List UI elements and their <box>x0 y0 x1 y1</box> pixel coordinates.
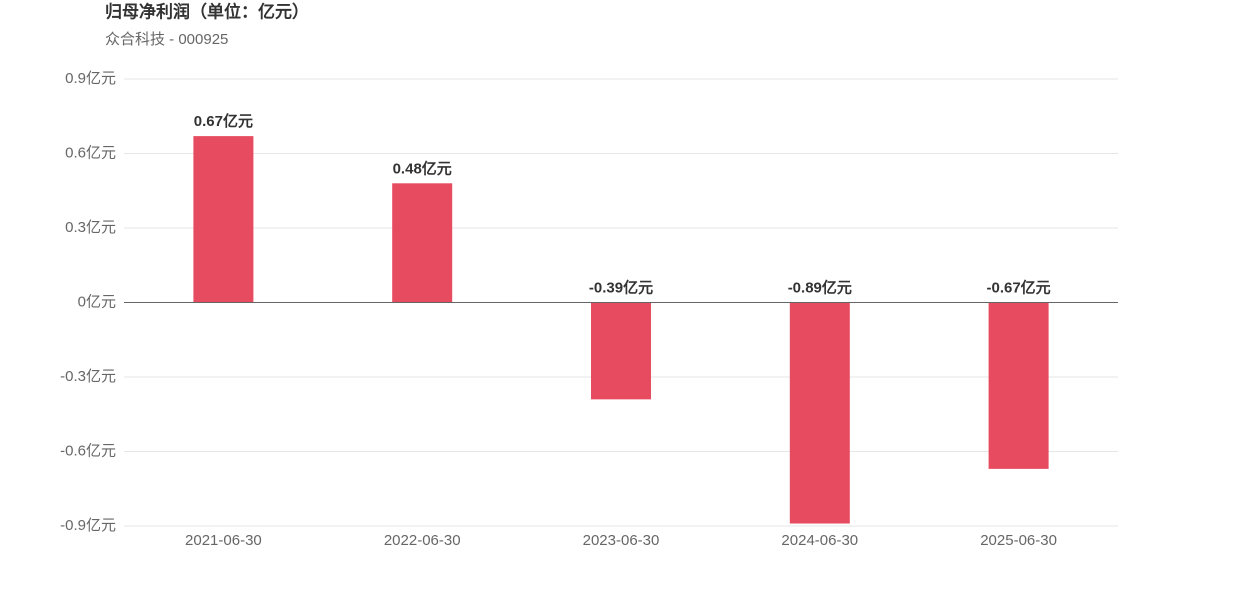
y-tick-label: 0亿元 <box>78 293 116 310</box>
y-tick-label: 0.3亿元 <box>65 219 116 236</box>
x-tick-label: 2025-06-30 <box>980 532 1057 549</box>
value-label: -0.89亿元 <box>788 278 852 296</box>
value-label: 0.67亿元 <box>194 112 253 130</box>
y-tick-label: -0.9亿元 <box>60 517 116 534</box>
bar <box>193 136 254 303</box>
bar <box>789 302 850 524</box>
bar <box>988 302 1049 469</box>
chart-title: 归母净利润（单位：亿元） <box>105 1 309 21</box>
y-tick-label: -0.6亿元 <box>60 442 116 459</box>
x-tick-label: 2021-06-30 <box>185 532 262 549</box>
y-tick-label: 0.6亿元 <box>65 144 116 161</box>
y-tick-label: -0.3亿元 <box>60 368 116 385</box>
value-label: -0.39亿元 <box>589 278 653 296</box>
x-tick-label: 2023-06-30 <box>583 532 660 549</box>
bar <box>392 183 453 303</box>
x-tick-label: 2024-06-30 <box>781 532 858 549</box>
value-label: 0.48亿元 <box>393 159 452 177</box>
value-label: -0.67亿元 <box>986 278 1050 296</box>
bar <box>591 302 651 400</box>
chart-subtitle: 众合科技 - 000925 <box>105 31 228 48</box>
y-tick-label: 0.9亿元 <box>65 70 116 87</box>
x-tick-label: 2022-06-30 <box>384 532 461 549</box>
